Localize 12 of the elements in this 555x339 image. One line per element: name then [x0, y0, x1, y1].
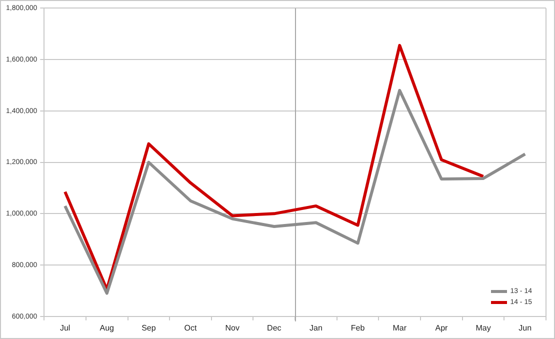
x-tick-label: Nov	[225, 323, 240, 332]
x-tick-label: May	[476, 323, 491, 332]
x-tick-label: Sep	[142, 323, 156, 332]
x-tick-label: Aug	[100, 323, 114, 332]
x-tick-label: Jun	[518, 323, 532, 332]
x-tick-label: Feb	[350, 323, 366, 332]
x-tick-label: Jul	[60, 323, 70, 332]
x-tick-label: Mar	[392, 323, 407, 332]
x-tick-label: Oct	[184, 323, 198, 332]
x-tick-label: Jan	[310, 323, 322, 332]
x-tick-label: Apr	[435, 323, 448, 332]
x-tick-label: Dec	[267, 323, 282, 332]
